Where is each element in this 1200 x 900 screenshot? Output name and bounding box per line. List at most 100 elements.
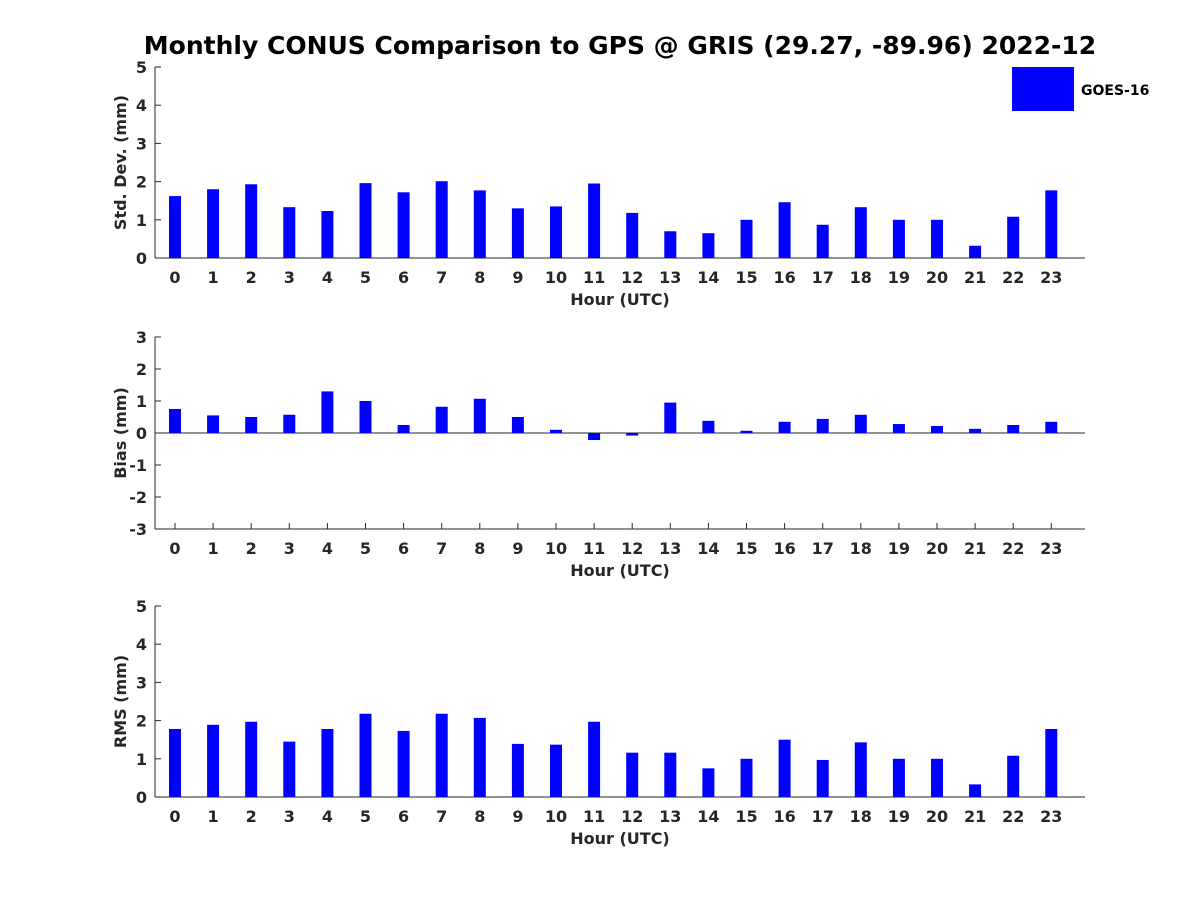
- y-axis-label: RMS (mm): [111, 655, 130, 748]
- x-tick-label: 5: [360, 807, 371, 826]
- bar-hour-4: [321, 211, 334, 258]
- x-tick-label: 10: [545, 268, 567, 287]
- y-tick-label: 4: [136, 635, 147, 654]
- bar-hour-6: [397, 425, 410, 433]
- y-tick-label: 2: [136, 712, 147, 731]
- bar-hour-21: [969, 428, 982, 433]
- bar-hour-12: [626, 752, 639, 797]
- x-tick-label: 19: [888, 268, 910, 287]
- y-tick-label: 3: [136, 328, 147, 347]
- x-axis-label: Hour (UTC): [570, 290, 670, 309]
- x-tick-label: 18: [850, 807, 872, 826]
- bar-hour-6: [397, 192, 410, 258]
- x-tick-label: 8: [474, 268, 485, 287]
- y-tick-label: 0: [136, 788, 147, 807]
- x-tick-label: 14: [697, 268, 719, 287]
- y-tick-label: 1: [136, 392, 147, 411]
- bar-hour-1: [207, 189, 220, 258]
- x-tick-label: 12: [621, 539, 643, 558]
- x-tick-label: 8: [474, 807, 485, 826]
- y-tick-label: -1: [129, 456, 147, 475]
- bar-hour-14: [702, 768, 715, 797]
- bar-hour-19: [892, 424, 905, 433]
- x-tick-label: 1: [208, 268, 219, 287]
- bar-hour-7: [435, 713, 448, 797]
- x-tick-label: 19: [888, 807, 910, 826]
- bar-hour-4: [321, 729, 334, 797]
- x-tick-label: 0: [169, 268, 180, 287]
- x-tick-label: 13: [659, 539, 681, 558]
- x-axis-label: Hour (UTC): [570, 829, 670, 848]
- x-tick-label: 9: [512, 807, 523, 826]
- bar-hour-12: [626, 212, 639, 258]
- bar-hour-0: [169, 196, 181, 258]
- bar-hour-16: [778, 421, 791, 433]
- legend-label: GOES-16: [1081, 83, 1149, 99]
- bar-hour-18: [854, 207, 867, 258]
- x-tick-label: 14: [697, 539, 719, 558]
- x-tick-label: 7: [436, 807, 447, 826]
- x-tick-label: 14: [697, 807, 719, 826]
- bar-hour-2: [245, 417, 258, 433]
- bar-hour-2: [245, 721, 258, 797]
- x-tick-label: 2: [246, 268, 257, 287]
- y-tick-label: 1: [136, 750, 147, 769]
- bar-hour-8: [473, 190, 486, 258]
- bar-hour-22: [1007, 755, 1020, 797]
- bar-hour-3: [283, 207, 296, 258]
- bar-hour-13: [664, 402, 677, 433]
- y-tick-label: 2: [136, 360, 147, 379]
- x-tick-label: 5: [360, 268, 371, 287]
- y-tick-label: 0: [136, 424, 147, 443]
- bar-hour-18: [854, 742, 867, 797]
- x-tick-label: 23: [1040, 807, 1062, 826]
- bar-hour-7: [435, 181, 448, 258]
- bar-hour-18: [854, 414, 867, 433]
- x-tick-label: 18: [850, 539, 872, 558]
- bar-hour-23: [1045, 729, 1058, 797]
- x-tick-label: 5: [360, 539, 371, 558]
- x-tick-label: 1: [208, 539, 219, 558]
- x-tick-label: 6: [398, 539, 409, 558]
- x-axis-label: Hour (UTC): [570, 561, 670, 580]
- x-tick-label: 4: [322, 807, 333, 826]
- bar-hour-11: [588, 183, 601, 258]
- x-tick-label: 15: [735, 807, 757, 826]
- x-tick-label: 13: [659, 807, 681, 826]
- x-tick-label: 1: [208, 807, 219, 826]
- bar-hour-0: [169, 409, 181, 433]
- x-tick-label: 8: [474, 539, 485, 558]
- x-tick-label: 15: [735, 268, 757, 287]
- y-tick-label: 1: [136, 211, 147, 230]
- legend-swatch: [1012, 67, 1074, 111]
- bar-hour-11: [588, 721, 601, 797]
- bar-hour-2: [245, 184, 258, 258]
- bar-hour-9: [511, 417, 524, 433]
- bar-hour-13: [664, 231, 677, 258]
- bar-hour-15: [740, 758, 753, 797]
- x-tick-label: 11: [583, 539, 605, 558]
- x-tick-label: 9: [512, 539, 523, 558]
- x-tick-label: 22: [1002, 539, 1024, 558]
- bar-hour-10: [550, 744, 562, 797]
- bar-hour-6: [397, 730, 410, 797]
- x-tick-label: 10: [545, 539, 567, 558]
- x-tick-label: 18: [850, 268, 872, 287]
- bar-hour-17: [816, 224, 829, 258]
- bar-hour-7: [435, 406, 448, 433]
- x-tick-label: 11: [583, 807, 605, 826]
- x-tick-label: 11: [583, 268, 605, 287]
- x-tick-label: 7: [436, 268, 447, 287]
- y-axis-label: Bias (mm): [111, 387, 130, 479]
- bar-hour-22: [1007, 216, 1020, 258]
- x-tick-label: 2: [246, 807, 257, 826]
- x-tick-label: 21: [964, 539, 986, 558]
- x-tick-label: 12: [621, 807, 643, 826]
- bar-hour-0: [169, 729, 181, 797]
- x-tick-label: 16: [773, 268, 795, 287]
- legend: GOES-16: [1012, 67, 1149, 111]
- bar-hour-5: [359, 183, 372, 258]
- bar-hour-20: [931, 219, 943, 258]
